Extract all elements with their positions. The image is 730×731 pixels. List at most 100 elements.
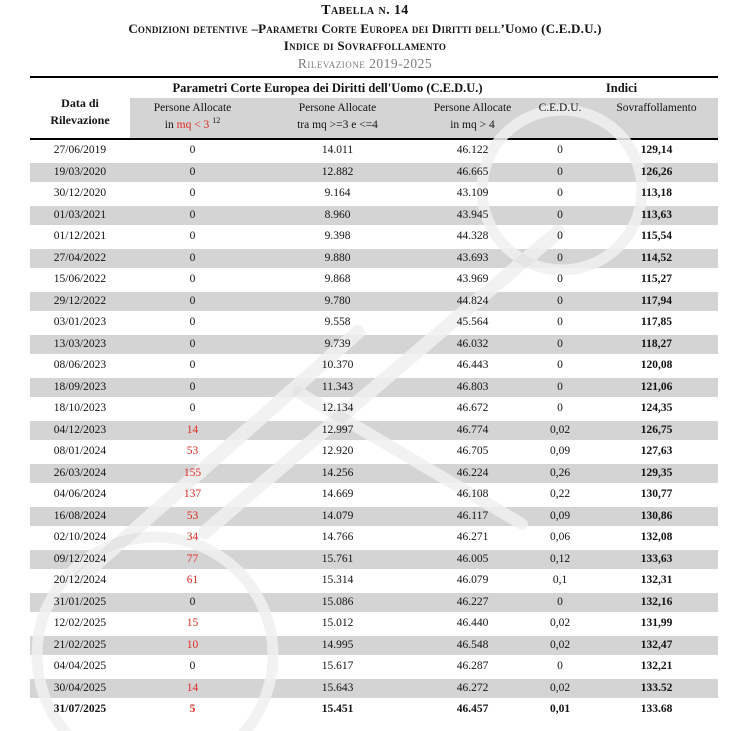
subtitle-conditions: Condizioni detentive –Parametri Corte Eu… (128, 21, 602, 37)
date-cell: 09/12/2024 (30, 548, 130, 570)
allocated-3to4-cell: 15.761 (255, 548, 420, 570)
allocated-3to4-cell: 9.164 (324, 186, 351, 199)
allocated-lt3-cell: 15 (186, 616, 199, 629)
cedu-index-cell: 0 (557, 401, 563, 414)
allocated-gt4-cell: 46.271 (456, 530, 489, 543)
allocated-lt3-cell: 155 (130, 462, 255, 484)
allocated-gt4-cell: 44.824 (420, 290, 525, 312)
table-row: 16/08/2024 53 14.079 46.117 0,09 130,86 (30, 505, 719, 527)
allocated-gt4-cell: 46.705 (456, 444, 489, 457)
allocated-lt3-cell: 53 (186, 444, 199, 457)
allocated-3to4-cell: 15.451 (321, 702, 354, 715)
allocated-gt4-cell: 43.109 (456, 186, 489, 199)
allocated-lt3-cell: 10 (130, 634, 255, 656)
table-row: 08/06/2023 0 10.370 46.443 0 120,08 (30, 355, 718, 377)
allocated-gt4-cell: 46.774 (420, 419, 525, 441)
title-block: Tabella n. 14 Condizioni detentive –Para… (0, 0, 730, 71)
overcrowding-index-cell: 115,27 (641, 272, 672, 285)
overcrowding-index-cell: 113,18 (641, 186, 672, 199)
col-header-sovraffollamento: Sovraffollamento (595, 98, 719, 140)
allocated-lt3-cell: 0 (130, 333, 255, 355)
table-row: 31/07/2025 5 15.451 46.457 0,01 133.68 (30, 699, 718, 721)
date-cell: 04/04/2025 (53, 659, 107, 672)
table-row: 02/10/2024 34 14.766 46.271 0,06 132,08 (30, 527, 718, 549)
allocated-3to4-cell: 9.868 (324, 272, 351, 285)
overcrowding-index-cell: 129,35 (595, 462, 719, 484)
allocated-3to4-cell: 15.314 (321, 573, 354, 586)
allocated-lt3-cell: 0 (189, 358, 196, 371)
cedu-index-cell: 0 (557, 143, 563, 156)
date-cell: 16/08/2024 (30, 505, 130, 527)
allocated-3to4-cell: 9.739 (255, 333, 420, 355)
table-row: 30/12/2020 0 9.164 43.109 0 113,18 (30, 183, 718, 205)
table-row: 12/02/2025 15 15.012 46.440 0,02 131,99 (30, 613, 718, 635)
allocated-lt3-cell: 0 (130, 591, 255, 613)
allocated-3to4-cell: 14.995 (255, 634, 420, 656)
col-header-date: Data di Rilevazione (30, 78, 130, 140)
cedu-index-cell: 0,22 (549, 487, 571, 500)
cedu-index-cell: 0 (557, 229, 563, 242)
allocated-gt4-cell: 46.227 (420, 591, 525, 613)
overcrowding-index-cell: 132,08 (640, 530, 673, 543)
overcrowding-index-cell: 126,75 (595, 419, 719, 441)
allocated-3to4-cell: 15.012 (321, 616, 354, 629)
red-threshold-label: mq < 3 (176, 118, 210, 131)
table-row: 04/04/2025 0 15.617 46.287 0 132,21 (30, 656, 718, 678)
allocated-lt3-cell: 34 (186, 530, 199, 543)
col-header-allocated-3to4: Persone Allocate tra mq >=3 e <=4 (255, 98, 420, 140)
overcrowding-index-cell: 131,99 (640, 616, 673, 629)
table-row: 18/09/2023 0 11.343 46.803 0 121,06 (30, 376, 719, 398)
overcrowding-index-cell: 133.68 (640, 702, 673, 715)
table-row: 26/03/2024 155 14.256 46.224 0,26 129,35 (30, 462, 719, 484)
table-row: 31/01/2025 0 15.086 46.227 0 132,16 (30, 591, 719, 613)
allocated-gt4-cell: 46.079 (456, 573, 489, 586)
cedu-index-cell: 0,09 (525, 505, 595, 527)
overcrowding-index-cell: 113,63 (595, 204, 719, 226)
allocated-lt3-cell: 77 (130, 548, 255, 570)
date-cell: 21/02/2025 (30, 634, 130, 656)
survey-period: Rilevazione 2019-2025 (297, 55, 433, 71)
date-cell: 31/07/2025 (53, 702, 107, 715)
date-cell: 08/01/2024 (53, 444, 107, 457)
date-cell: 02/10/2024 (53, 530, 107, 543)
cedu-index-cell: 0 (557, 186, 563, 199)
allocated-gt4-cell: 43.969 (456, 272, 489, 285)
allocated-lt3-cell: 14 (130, 677, 255, 699)
col-header-allocated-lt3: Persone Allocate in mq < 3 12 (130, 98, 255, 140)
overcrowding-index-cell: 132,31 (640, 573, 673, 586)
cedu-index-cell: 0,02 (525, 419, 595, 441)
table-row: 01/12/2021 0 9.398 44.328 0 115,54 (30, 226, 718, 248)
date-cell: 31/01/2025 (30, 591, 130, 613)
allocated-gt4-cell: 44.328 (456, 229, 489, 242)
table-row: 27/06/2019 0 14.011 46.122 0 129,14 (30, 140, 718, 162)
allocated-gt4-cell: 46.122 (456, 143, 489, 156)
overcrowding-index-cell: 114,52 (595, 247, 719, 269)
allocated-lt3-cell: 0 (189, 272, 196, 285)
allocated-gt4-cell: 46.548 (420, 634, 525, 656)
group-header-parametri: Parametri Corte Europea dei Diritti dell… (172, 81, 483, 96)
date-cell: 03/01/2023 (53, 315, 107, 328)
cedu-index-cell: 0,06 (549, 530, 571, 543)
cedu-index-cell: 0,09 (549, 444, 571, 457)
allocated-lt3-cell: 0 (189, 229, 196, 242)
table-row: 19/03/2020 0 12.882 46.665 0 126,26 (30, 161, 719, 183)
date-cell: 01/03/2021 (30, 204, 130, 226)
allocated-lt3-cell: 0 (130, 247, 255, 269)
table-row: 29/12/2022 0 9.780 44.824 0 117,94 (30, 290, 719, 312)
allocated-gt4-cell: 46.672 (456, 401, 489, 414)
table-row: 09/12/2024 77 15.761 46.005 0,12 133,63 (30, 548, 719, 570)
cedu-index-cell: 0 (525, 247, 595, 269)
allocated-3to4-cell: 15.086 (255, 591, 420, 613)
allocated-lt3-cell: 0 (130, 204, 255, 226)
overcrowding-index-cell: 132,47 (595, 634, 719, 656)
date-cell: 30/12/2020 (53, 186, 107, 199)
allocated-lt3-cell: 0 (130, 290, 255, 312)
cedu-index-cell: 0 (525, 376, 595, 398)
allocated-gt4-cell: 46.443 (456, 358, 489, 371)
allocated-gt4-cell: 46.224 (420, 462, 525, 484)
cedu-index-cell: 0 (525, 290, 595, 312)
data-table: Data di Rilevazione Parametri Corte Euro… (30, 76, 719, 721)
allocated-3to4-cell: 8.960 (255, 204, 420, 226)
overcrowding-index-cell: 132,16 (595, 591, 719, 613)
allocated-lt3-cell: 0 (189, 143, 196, 156)
